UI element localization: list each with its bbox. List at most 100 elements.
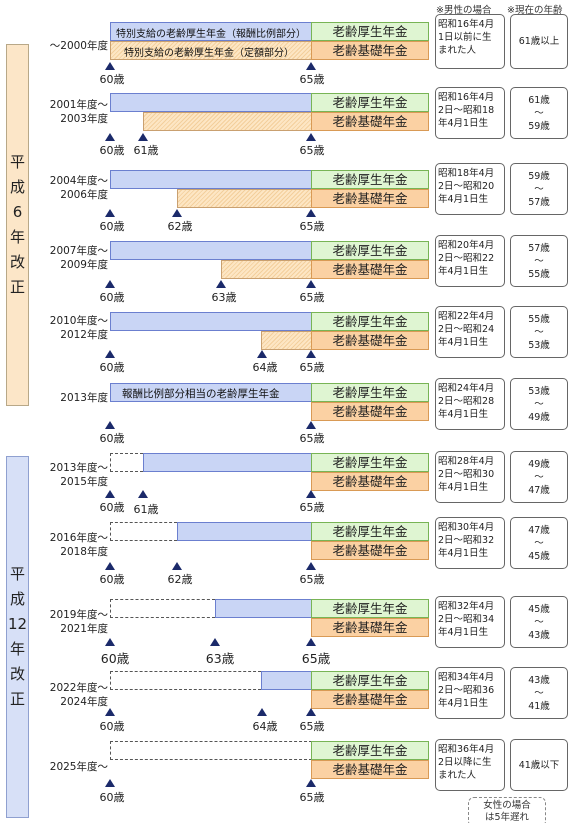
- year-range: 2013年度: [60, 392, 108, 404]
- tick-62: 62歳: [167, 220, 193, 233]
- era-char: 年: [9, 228, 25, 246]
- age-60-marker: [105, 209, 115, 217]
- old-age-employees-pension-box: 老齢厚生年金: [311, 453, 429, 472]
- year-range: 2016年度～ 2018年度: [49, 532, 108, 558]
- year-range: ～2000年度: [49, 40, 108, 52]
- tick-60: 60歳: [99, 73, 125, 86]
- age-63-marker: [210, 638, 220, 646]
- age-65-marker: [306, 350, 316, 358]
- era-heisei-6-reform: 平 成 6 年 改 正: [6, 44, 29, 406]
- tick-63: 63歳: [211, 291, 237, 304]
- tick-65: 65歳: [299, 720, 325, 733]
- age-62-marker: [172, 209, 182, 217]
- tick-65: 65歳: [299, 361, 325, 374]
- birth-range-box: 昭和28年4月 2日～昭和30 年4月1日生: [435, 451, 505, 503]
- tick-65: 65歳: [299, 432, 325, 445]
- age-65-marker: [306, 421, 316, 429]
- tick-65: 65歳: [299, 501, 325, 514]
- birth-range-box: 昭和16年4月 1日以前に生 まれた人: [435, 14, 505, 69]
- current-age-box: 41歳以下: [510, 739, 568, 791]
- old-age-employees-pension-box: 老齢厚生年金: [311, 671, 429, 690]
- current-age-box: 43歳～ 41歳: [510, 667, 568, 719]
- tick-60: 60歳: [99, 361, 125, 374]
- age-65-marker: [306, 209, 316, 217]
- old-age-employees-pension-box: 老齢厚生年金: [311, 599, 429, 618]
- proportional-part-bar: [110, 93, 312, 112]
- old-age-employees-pension-box: 老齢厚生年金: [311, 741, 429, 760]
- old-age-basic-pension-box: 老齢基礎年金: [311, 189, 429, 208]
- tick-63: 63歳: [205, 651, 235, 666]
- tick-60: 60歳: [99, 220, 125, 233]
- age-60-marker: [105, 779, 115, 787]
- age-65-marker: [306, 280, 316, 288]
- fixed-part-bar: [221, 260, 312, 279]
- year-range: 2001年度～ 2003年度: [49, 99, 108, 125]
- era-char: 改: [9, 665, 25, 683]
- fixed-part-bar: [261, 331, 312, 350]
- proportional-part-bar: [177, 522, 312, 541]
- abolished-part-outline: [110, 599, 215, 618]
- year-range: 2013年度～ 2015年度: [49, 462, 108, 488]
- birth-range-box: 昭和30年4月 2日～昭和32 年4月1日生: [435, 517, 505, 569]
- birth-range-box: 昭和32年4月 2日～昭和34 年4月1日生: [435, 596, 505, 648]
- current-age-box: 59歳～ 57歳: [510, 163, 568, 215]
- tick-60: 60歳: [99, 291, 125, 304]
- age-65-marker: [306, 779, 316, 787]
- age-60-marker: [105, 562, 115, 570]
- year-range: 2010年度～ 2012年度: [49, 315, 108, 341]
- age-60-marker: [105, 133, 115, 141]
- current-age-box: 45歳～ 43歳: [510, 596, 568, 648]
- tick-60: 60歳: [99, 432, 125, 445]
- proportional-part-bar: [110, 241, 312, 260]
- age-65-marker: [306, 562, 316, 570]
- current-age-box: 55歳～ 53歳: [510, 306, 568, 358]
- tick-60: 60歳: [99, 720, 125, 733]
- tick-61: 61歳: [133, 503, 159, 516]
- fixed-part-bar: [177, 189, 312, 208]
- current-age-box: 61歳以上: [510, 14, 568, 69]
- abolished-part-outline: [110, 671, 261, 690]
- era-char: 6: [12, 203, 23, 221]
- era-char: 正: [9, 690, 25, 708]
- old-age-basic-pension-box: 老齢基礎年金: [311, 402, 429, 421]
- tick-65: 65歳: [299, 220, 325, 233]
- era-char: 12: [7, 615, 28, 633]
- proportional-part-bar: [110, 170, 312, 189]
- tick-65: 65歳: [299, 573, 325, 586]
- birth-range-box: 昭和18年4月 2日～昭和20 年4月1日生: [435, 163, 505, 215]
- old-age-employees-pension-box: 老齢厚生年金: [311, 93, 429, 112]
- old-age-basic-pension-box: 老齢基礎年金: [311, 112, 429, 131]
- age-64-marker: [257, 708, 267, 716]
- old-age-employees-pension-box: 老齢厚生年金: [311, 241, 429, 260]
- year-range: 2007年度～ 2009年度: [49, 245, 108, 271]
- age-61-marker: [138, 490, 148, 498]
- tick-65: 65歳: [299, 144, 325, 157]
- age-60-marker: [105, 280, 115, 288]
- proportional-equivalent-label: 報酬比例部分相当の老齢厚生年金: [122, 388, 280, 400]
- year-range: 2022年度～ 2024年度: [49, 682, 108, 708]
- era-heisei-12-reform: 平 成 12 年 改 正: [6, 456, 29, 818]
- old-age-basic-pension-box: 老齢基礎年金: [311, 41, 429, 60]
- age-60-marker: [105, 708, 115, 716]
- birth-range-box: 昭和16年4月 2日～昭和18 年4月1日生: [435, 87, 505, 139]
- current-age-box: 47歳～ 45歳: [510, 517, 568, 569]
- age-65-marker: [306, 708, 316, 716]
- age-65-marker: [306, 638, 316, 646]
- old-age-basic-pension-box: 老齢基礎年金: [311, 260, 429, 279]
- era-char: 成: [9, 178, 25, 196]
- age-60-marker: [105, 350, 115, 358]
- current-age-label: ※現在の年齢: [507, 5, 563, 16]
- era-char: 改: [9, 253, 25, 271]
- tick-60: 60歳: [100, 651, 130, 666]
- birth-range-box: 昭和20年4月 2日～昭和22 年4月1日生: [435, 235, 505, 287]
- abolished-part-outline: [110, 741, 312, 760]
- birth-range-box: 昭和36年4月 2日以降に生 まれた人: [435, 739, 505, 791]
- tick-60: 60歳: [99, 501, 125, 514]
- old-age-employees-pension-box: 老齢厚生年金: [311, 383, 429, 402]
- current-age-box: 61歳～ 59歳: [510, 87, 568, 139]
- tick-62: 62歳: [167, 573, 193, 586]
- tick-60: 60歳: [99, 144, 125, 157]
- era-char: 年: [9, 640, 25, 658]
- old-age-basic-pension-box: 老齢基礎年金: [311, 331, 429, 350]
